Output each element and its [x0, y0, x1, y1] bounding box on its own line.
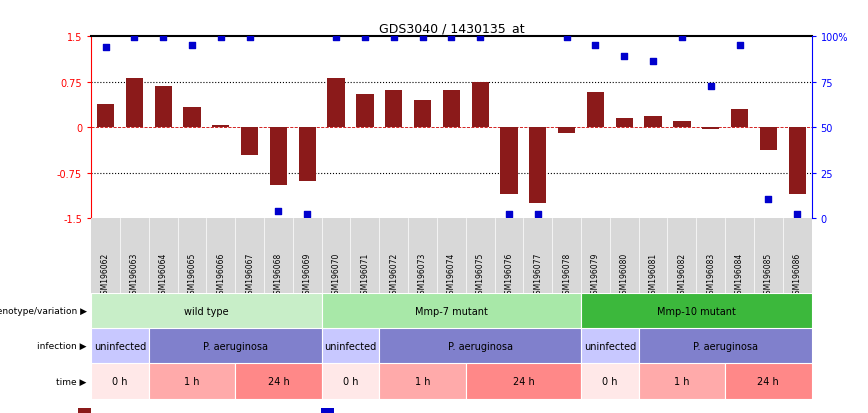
Text: P. aeruginosa: P. aeruginosa: [203, 341, 267, 351]
Text: 1 h: 1 h: [674, 376, 690, 386]
Bar: [466, 363, 581, 399]
Point: [416, 35, 430, 42]
Text: uninfected: uninfected: [94, 341, 146, 351]
Bar: [674, 122, 691, 128]
Bar: [155, 87, 172, 128]
Text: Mmp-7 mutant: Mmp-7 mutant: [415, 306, 488, 316]
Text: time ▶: time ▶: [56, 377, 87, 385]
Bar: [760, 128, 777, 151]
Text: 1 h: 1 h: [415, 376, 431, 386]
Point: [214, 35, 227, 42]
Bar: [414, 101, 431, 128]
Point: [329, 35, 343, 42]
Bar: [639, 328, 812, 363]
Bar: [644, 117, 661, 128]
Bar: [235, 363, 322, 399]
Bar: [731, 110, 748, 128]
Point: [99, 45, 113, 51]
Bar: [379, 328, 581, 363]
Point: [473, 35, 487, 42]
Text: P. aeruginosa: P. aeruginosa: [448, 341, 513, 351]
Point: [617, 53, 631, 60]
Bar: [78, 408, 91, 413]
Text: percentile rank within the sample: percentile rank within the sample: [339, 412, 515, 413]
Point: [560, 35, 574, 42]
Bar: [558, 128, 575, 134]
Point: [156, 35, 170, 42]
Text: uninfected: uninfected: [584, 341, 636, 351]
Bar: [725, 363, 812, 399]
Bar: [322, 293, 581, 328]
Bar: [471, 83, 489, 128]
Title: GDS3040 / 1430135_at: GDS3040 / 1430135_at: [378, 21, 524, 35]
Bar: [529, 128, 547, 204]
Bar: [91, 293, 322, 328]
Bar: [183, 108, 201, 128]
Bar: [126, 78, 143, 128]
Text: transformed count: transformed count: [95, 412, 193, 413]
Bar: [322, 363, 379, 399]
Bar: [91, 363, 148, 399]
Text: infection ▶: infection ▶: [37, 342, 87, 350]
Bar: [299, 128, 316, 181]
Bar: [639, 363, 725, 399]
Bar: [97, 105, 115, 128]
Point: [733, 43, 746, 50]
Point: [589, 43, 602, 50]
Bar: [322, 328, 379, 363]
Point: [704, 83, 718, 90]
Bar: [500, 128, 517, 195]
Point: [358, 35, 372, 42]
Bar: [379, 363, 466, 399]
Bar: [327, 78, 345, 128]
Text: 0 h: 0 h: [112, 376, 128, 386]
Point: [243, 35, 257, 42]
Point: [531, 211, 545, 217]
Bar: [356, 95, 373, 128]
Point: [646, 58, 660, 65]
Point: [128, 35, 141, 42]
Bar: [91, 328, 148, 363]
Point: [444, 35, 458, 42]
Text: uninfected: uninfected: [325, 341, 377, 351]
Bar: [581, 293, 812, 328]
Bar: [148, 363, 235, 399]
Text: 24 h: 24 h: [267, 376, 289, 386]
Point: [272, 208, 286, 215]
Text: 0 h: 0 h: [602, 376, 618, 386]
Bar: [270, 128, 287, 185]
Bar: [321, 408, 334, 413]
Point: [387, 35, 401, 42]
Bar: [581, 363, 639, 399]
Bar: [581, 328, 639, 363]
Bar: [212, 126, 229, 128]
Text: 24 h: 24 h: [758, 376, 779, 386]
Bar: [615, 119, 633, 128]
Bar: [788, 128, 806, 195]
Bar: [241, 128, 259, 155]
Point: [675, 35, 689, 42]
Text: wild type: wild type: [184, 306, 229, 316]
Point: [761, 196, 775, 203]
Text: 0 h: 0 h: [343, 376, 358, 386]
Point: [790, 211, 804, 217]
Point: [185, 43, 199, 50]
Text: 24 h: 24 h: [512, 376, 535, 386]
Text: 1 h: 1 h: [184, 376, 200, 386]
Bar: [702, 128, 720, 130]
Text: P. aeruginosa: P. aeruginosa: [693, 341, 758, 351]
Bar: [385, 90, 403, 128]
Text: Mmp-10 mutant: Mmp-10 mutant: [657, 306, 736, 316]
Point: [300, 211, 314, 217]
Text: genotype/variation ▶: genotype/variation ▶: [0, 306, 87, 315]
Point: [502, 211, 516, 217]
Bar: [587, 93, 604, 128]
Bar: [148, 328, 322, 363]
Bar: [443, 90, 460, 128]
